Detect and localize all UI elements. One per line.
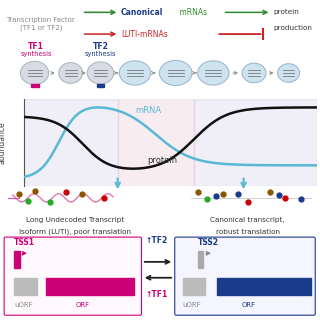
FancyBboxPatch shape (175, 237, 315, 315)
Text: synthesis: synthesis (20, 51, 52, 57)
Text: ORF: ORF (75, 302, 90, 308)
Bar (118, 99, 194, 186)
Ellipse shape (198, 61, 229, 85)
Text: TF2: TF2 (92, 42, 108, 51)
Text: mRNAs: mRNAs (177, 8, 207, 17)
Ellipse shape (20, 61, 49, 84)
Text: uORF: uORF (182, 302, 201, 308)
Ellipse shape (278, 64, 300, 82)
Bar (97, 84, 105, 87)
Bar (24, 99, 118, 186)
Bar (31, 84, 39, 87)
Bar (45, 278, 134, 295)
Bar (194, 99, 317, 186)
Ellipse shape (87, 62, 114, 84)
Text: abundance: abundance (0, 121, 6, 164)
Text: ↑TF1: ↑TF1 (146, 290, 168, 299)
Bar (14, 278, 37, 295)
Text: Canonical transcript,: Canonical transcript, (211, 217, 285, 223)
Text: mRNA: mRNA (135, 106, 161, 115)
Text: TSS2: TSS2 (198, 238, 219, 247)
Text: TF1: TF1 (28, 42, 44, 51)
FancyBboxPatch shape (2, 1, 318, 47)
Ellipse shape (59, 63, 83, 83)
Text: Transcription Factor
(TF1 or TF2): Transcription Factor (TF1 or TF2) (6, 17, 75, 31)
Text: protein: protein (274, 9, 299, 15)
FancyBboxPatch shape (4, 237, 141, 315)
Ellipse shape (242, 63, 266, 83)
Text: ↑TF2: ↑TF2 (146, 236, 168, 245)
Ellipse shape (119, 61, 151, 85)
Text: TSS1: TSS1 (14, 238, 35, 247)
Text: production: production (274, 25, 312, 31)
Text: protein: protein (147, 156, 177, 164)
Bar (217, 278, 310, 295)
Text: synthesis: synthesis (85, 51, 116, 57)
Text: ORF: ORF (242, 302, 256, 308)
Text: Long Undecoded Transcript: Long Undecoded Transcript (26, 217, 124, 223)
Bar (183, 278, 205, 295)
Bar (14, 251, 20, 268)
Text: robust translation: robust translation (216, 229, 280, 235)
Text: Canonical: Canonical (121, 8, 163, 17)
Text: LUTI-mRNAs: LUTI-mRNAs (121, 29, 168, 39)
Text: uORF: uORF (14, 302, 33, 308)
Bar (198, 251, 203, 268)
Ellipse shape (159, 60, 192, 85)
Text: Isoform (LUTI), poor translation: Isoform (LUTI), poor translation (19, 228, 131, 235)
